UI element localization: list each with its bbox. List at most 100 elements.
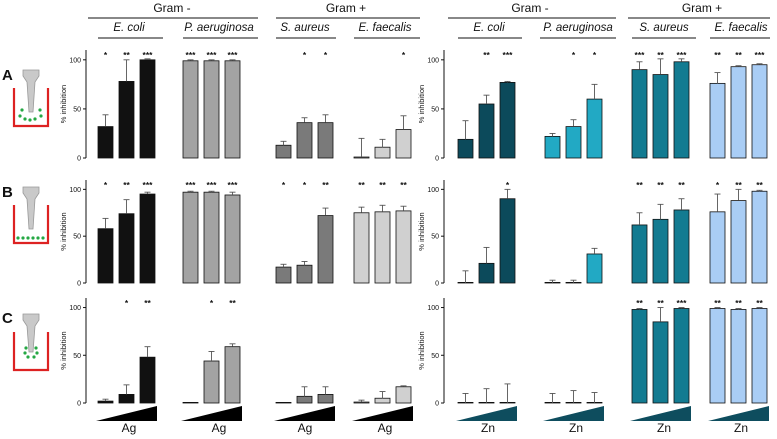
bar bbox=[709, 82, 726, 159]
significance-label: *** bbox=[755, 50, 766, 60]
bar bbox=[395, 210, 412, 284]
significance-label: ** bbox=[483, 50, 490, 60]
bar bbox=[499, 198, 516, 284]
significance-label: ** bbox=[400, 180, 407, 190]
bar bbox=[586, 253, 603, 284]
species-ag-efaecalis: E. faecalis bbox=[354, 22, 420, 39]
significance-label: * bbox=[282, 180, 286, 190]
x-label-zn: Zn bbox=[481, 421, 495, 435]
y-tick-label: 50 bbox=[431, 106, 439, 113]
significance-label: ** bbox=[735, 50, 742, 60]
bar bbox=[730, 200, 747, 284]
concentration-wedge bbox=[630, 406, 691, 421]
significance-label: * bbox=[324, 50, 328, 60]
significance-label: * bbox=[572, 50, 576, 60]
bar bbox=[317, 215, 334, 284]
species-label: E. coli bbox=[113, 22, 145, 34]
bar bbox=[203, 60, 220, 159]
bar bbox=[296, 264, 313, 284]
bar bbox=[631, 309, 648, 404]
species-label: E. faecalis bbox=[358, 22, 411, 34]
significance-label: ** bbox=[123, 180, 130, 190]
significance-label: * bbox=[125, 298, 129, 308]
bar bbox=[275, 144, 292, 159]
y-tick-label: 100 bbox=[427, 305, 439, 312]
y-axis-label: % inhibition bbox=[417, 212, 426, 250]
significance-label: ** bbox=[735, 298, 742, 308]
species-ag-paeruginosa: P. aeruginosa bbox=[183, 22, 258, 39]
concentration-wedge bbox=[181, 406, 242, 421]
header-gram-pos-ag: Gram + bbox=[276, 1, 420, 19]
concentration-wedge bbox=[96, 406, 157, 421]
species-label: E. faecalis bbox=[714, 22, 767, 34]
y-tick-label: 100 bbox=[69, 187, 81, 194]
y-tick-label: 0 bbox=[435, 401, 439, 408]
species-zn-saureus: S. aureus bbox=[632, 22, 696, 39]
significance-label: ** bbox=[714, 298, 721, 308]
significance-label: *** bbox=[207, 180, 218, 190]
species-label: S. aureus bbox=[280, 22, 329, 34]
significance-label: * bbox=[506, 180, 510, 190]
bar bbox=[182, 191, 199, 284]
species-label: E. coli bbox=[473, 22, 505, 34]
bar bbox=[374, 146, 391, 159]
significance-label: *** bbox=[143, 50, 154, 60]
gram-neg-label-ag: Gram - bbox=[153, 1, 190, 15]
y-tick-label: 50 bbox=[73, 234, 81, 241]
species-label: P. aeruginosa bbox=[543, 22, 612, 34]
bar bbox=[751, 64, 768, 159]
well-diagram-icon-b bbox=[12, 186, 50, 245]
y-tick-label: 0 bbox=[77, 281, 81, 288]
y-tick-label: 0 bbox=[435, 156, 439, 163]
gram-pos-label-zn: Gram + bbox=[682, 1, 722, 15]
significance-label: *** bbox=[143, 180, 154, 190]
significance-label: * bbox=[303, 50, 307, 60]
bar bbox=[182, 60, 199, 159]
significance-label: ** bbox=[756, 298, 763, 308]
concentration-wedge bbox=[274, 406, 335, 421]
bar bbox=[97, 400, 114, 404]
significance-label: *** bbox=[228, 50, 239, 60]
bar bbox=[182, 401, 199, 404]
bar bbox=[631, 224, 648, 284]
significance-label: ** bbox=[636, 298, 643, 308]
y-tick-label: 100 bbox=[69, 305, 81, 312]
significance-label: * bbox=[402, 50, 406, 60]
well-diagram-icon-c bbox=[12, 313, 50, 372]
bar bbox=[97, 228, 114, 284]
y-tick-label: 50 bbox=[431, 234, 439, 241]
y-tick-label: 0 bbox=[77, 401, 81, 408]
gram-neg-label-zn: Gram - bbox=[511, 1, 548, 15]
bar bbox=[275, 266, 292, 284]
bar bbox=[97, 126, 114, 159]
y-tick-label: 100 bbox=[427, 187, 439, 194]
bar bbox=[709, 211, 726, 284]
y-tick-label: 50 bbox=[431, 353, 439, 360]
significance-label: ** bbox=[358, 180, 365, 190]
bar bbox=[118, 213, 135, 284]
significance-label: *** bbox=[186, 180, 197, 190]
bar bbox=[224, 194, 241, 284]
bar bbox=[478, 103, 495, 159]
significance-label: ** bbox=[657, 298, 664, 308]
y-axis-label: % inhibition bbox=[59, 85, 68, 123]
bar bbox=[353, 401, 370, 404]
bar bbox=[275, 401, 292, 404]
bar bbox=[457, 138, 474, 159]
header-gram-neg-zn: Gram - bbox=[448, 1, 616, 19]
x-label-ag: Ag bbox=[212, 421, 227, 435]
significance-label: *** bbox=[677, 50, 688, 60]
significance-label: ** bbox=[144, 298, 151, 308]
bar bbox=[730, 309, 747, 404]
y-tick-label: 0 bbox=[77, 156, 81, 163]
bar bbox=[730, 66, 747, 159]
bar bbox=[652, 218, 669, 284]
y-tick-label: 50 bbox=[73, 106, 81, 113]
species-ag-ecoli: E. coli bbox=[98, 22, 163, 39]
species-label: S. aureus bbox=[639, 22, 688, 34]
bar bbox=[224, 60, 241, 159]
bar bbox=[203, 360, 220, 404]
row-label-b: B bbox=[2, 184, 13, 201]
